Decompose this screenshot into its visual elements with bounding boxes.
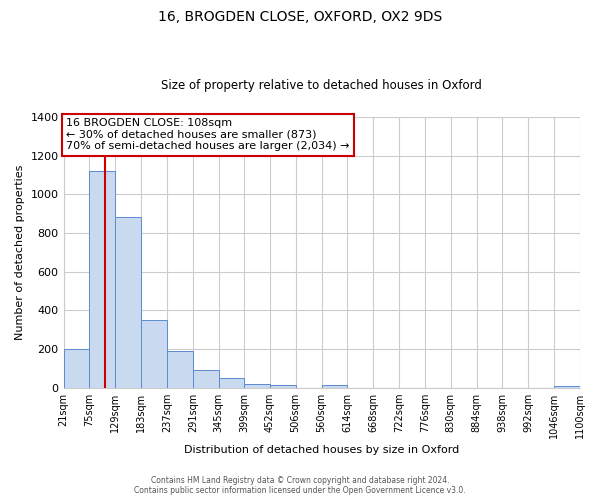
Bar <box>218 378 244 388</box>
Bar <box>193 370 218 388</box>
Text: 16, BROGDEN CLOSE, OXFORD, OX2 9DS: 16, BROGDEN CLOSE, OXFORD, OX2 9DS <box>158 10 442 24</box>
X-axis label: Distribution of detached houses by size in Oxford: Distribution of detached houses by size … <box>184 445 460 455</box>
Title: Size of property relative to detached houses in Oxford: Size of property relative to detached ho… <box>161 79 482 92</box>
Bar <box>64 349 89 388</box>
Y-axis label: Number of detached properties: Number of detached properties <box>15 164 25 340</box>
Bar <box>167 351 193 388</box>
Bar <box>322 385 347 388</box>
Bar <box>554 386 580 388</box>
Text: 16 BROGDEN CLOSE: 108sqm
← 30% of detached houses are smaller (873)
70% of semi-: 16 BROGDEN CLOSE: 108sqm ← 30% of detach… <box>66 118 350 152</box>
Bar <box>115 218 141 388</box>
Bar <box>270 385 296 388</box>
Text: Contains HM Land Registry data © Crown copyright and database right 2024.
Contai: Contains HM Land Registry data © Crown c… <box>134 476 466 495</box>
Bar <box>89 171 115 388</box>
Bar <box>141 320 167 388</box>
Bar <box>244 384 270 388</box>
